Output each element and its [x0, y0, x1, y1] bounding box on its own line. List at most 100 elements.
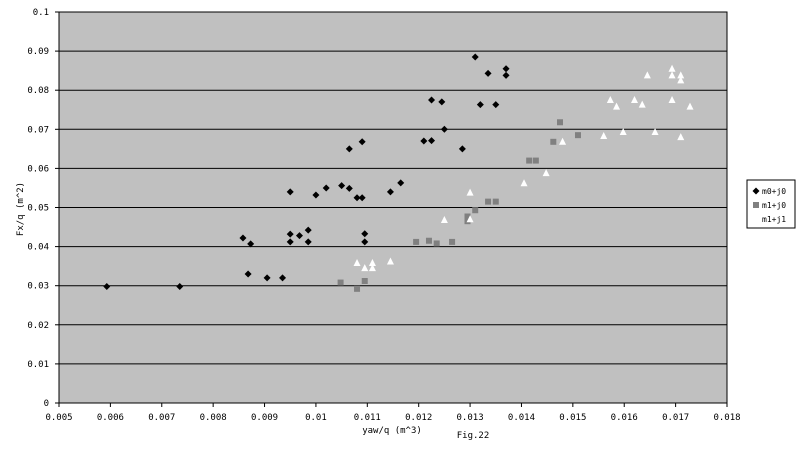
- y-tick-labels: 0 0.01 0.02 0.03 0.04 0.05 0.06 0.07 0.08 0.09 0.1: [27, 8, 49, 409]
- plot-border: [58, 11, 728, 404]
- point-m1-j0: [472, 207, 479, 214]
- point-m0-j0: [279, 274, 287, 282]
- point-m1-j1: [686, 102, 694, 110]
- point-m0-j0: [358, 194, 366, 202]
- figure-caption: Fig.22: [457, 431, 490, 441]
- legend: m0+j0 m1+j0 m1+j1: [746, 179, 796, 229]
- point-m1-j1: [677, 133, 685, 141]
- y-tick-label: 0.07: [27, 125, 49, 135]
- point-m1-j1: [559, 137, 567, 145]
- point-m1-j1: [677, 71, 685, 79]
- point-m1-j1: [651, 128, 659, 136]
- point-m1-j1: [520, 179, 528, 187]
- y-tick-label: 0.03: [27, 282, 49, 292]
- point-m1-j1: [353, 259, 361, 267]
- point-m0-j0: [386, 188, 394, 196]
- point-m1-j0: [557, 119, 563, 126]
- point-m1-j1: [613, 102, 621, 110]
- point-m1-j0: [354, 285, 361, 292]
- y-tick-label: 0.01: [27, 360, 49, 370]
- point-m0-j0: [286, 238, 294, 246]
- point-m1-j0: [449, 238, 456, 245]
- point-m1-j0: [413, 238, 420, 245]
- point-m1-j0: [361, 278, 368, 285]
- point-m0-j0: [295, 232, 303, 240]
- point-m1-j0: [526, 157, 533, 164]
- point-m0-j0: [397, 179, 405, 187]
- point-m1-j1: [600, 131, 608, 139]
- x-tick-labels: 0.005 0.006 0.007 0.008 0.009 0.01 0.011 0.012 0…: [45, 413, 740, 423]
- point-m1-j1: [643, 71, 651, 79]
- x-tick-label: 0.008: [200, 413, 227, 423]
- point-m1-j1: [631, 95, 639, 103]
- point-m0-j0: [471, 53, 479, 61]
- point-m0-j0: [239, 234, 247, 242]
- x-tick-label: 0.01: [305, 413, 327, 423]
- point-m1-j0: [574, 132, 581, 139]
- point-m0-j0: [263, 274, 271, 282]
- point-m0-j0: [338, 182, 346, 190]
- point-m1-j1: [466, 215, 474, 223]
- legend-label-m0-j0: m0+j0: [762, 187, 786, 196]
- x-tick-label: 0.012: [405, 413, 432, 423]
- legend-marker-m1-j1: [752, 215, 760, 222]
- axes: [58, 11, 728, 404]
- y-tick-label: 0.06: [27, 164, 49, 174]
- point-m0-j0: [353, 194, 361, 202]
- point-m0-j0: [492, 101, 500, 109]
- point-m1-j0: [433, 240, 440, 247]
- point-m1-j0: [492, 198, 499, 205]
- point-m0-j0: [476, 101, 484, 109]
- x-tick-label: 0.017: [662, 413, 689, 423]
- y-tick-label: 0.08: [27, 86, 49, 96]
- x-tick-label: 0.007: [148, 413, 175, 423]
- point-m0-j0: [361, 238, 369, 246]
- point-m1-j1: [668, 64, 676, 72]
- point-m0-j0: [312, 191, 320, 199]
- point-m1-j0: [550, 138, 557, 145]
- point-m1-j1: [466, 188, 474, 196]
- point-m1-j1: [368, 264, 376, 272]
- point-m1-j1: [542, 169, 550, 177]
- y-tick-label: 0.02: [27, 321, 49, 331]
- point-m1-j0: [532, 157, 539, 164]
- point-m1-j1: [606, 95, 614, 103]
- point-m1-j1: [677, 76, 685, 84]
- x-tick-label: 0.009: [251, 413, 278, 423]
- point-m0-j0: [176, 282, 184, 290]
- point-m0-j0: [428, 137, 436, 145]
- point-m1-j1: [668, 71, 676, 79]
- x-tick-label: 0.015: [559, 413, 586, 423]
- point-m0-j0: [458, 145, 466, 153]
- point-m0-j0: [304, 226, 312, 234]
- point-m0-j0: [244, 270, 252, 278]
- x-tick-label: 0.006: [97, 413, 124, 423]
- point-m0-j0: [286, 188, 294, 196]
- point-m0-j0: [103, 282, 111, 290]
- legend-marker-m0-j0: [752, 187, 760, 195]
- y-tick-label: 0.04: [27, 243, 49, 253]
- y-tick-label: 0: [44, 399, 49, 409]
- data-points: [103, 53, 694, 292]
- point-m0-j0: [440, 125, 448, 133]
- x-tick-label: 0.013: [457, 413, 484, 423]
- x-tick-label: 0.018: [713, 413, 740, 423]
- legend-label-m1-j1: m1+j1: [762, 215, 786, 224]
- point-m1-j1: [668, 95, 676, 103]
- point-m1-j1: [368, 259, 376, 267]
- y-axis-title: Fx/q (m^2): [16, 182, 26, 236]
- point-m0-j0: [420, 137, 428, 145]
- y-tick-label: 0.05: [27, 204, 49, 214]
- point-m0-j0: [345, 145, 353, 153]
- x-tick-label: 0.005: [45, 413, 72, 423]
- point-m0-j0: [438, 98, 446, 106]
- point-m1-j0: [337, 279, 344, 286]
- point-m0-j0: [358, 138, 366, 146]
- point-m0-j0: [502, 65, 510, 73]
- point-m0-j0: [286, 230, 294, 238]
- point-m1-j0: [425, 237, 432, 244]
- x-tick-label: 0.014: [508, 413, 535, 423]
- point-m1-j1: [619, 128, 627, 136]
- x-tick-label: 0.011: [354, 413, 381, 423]
